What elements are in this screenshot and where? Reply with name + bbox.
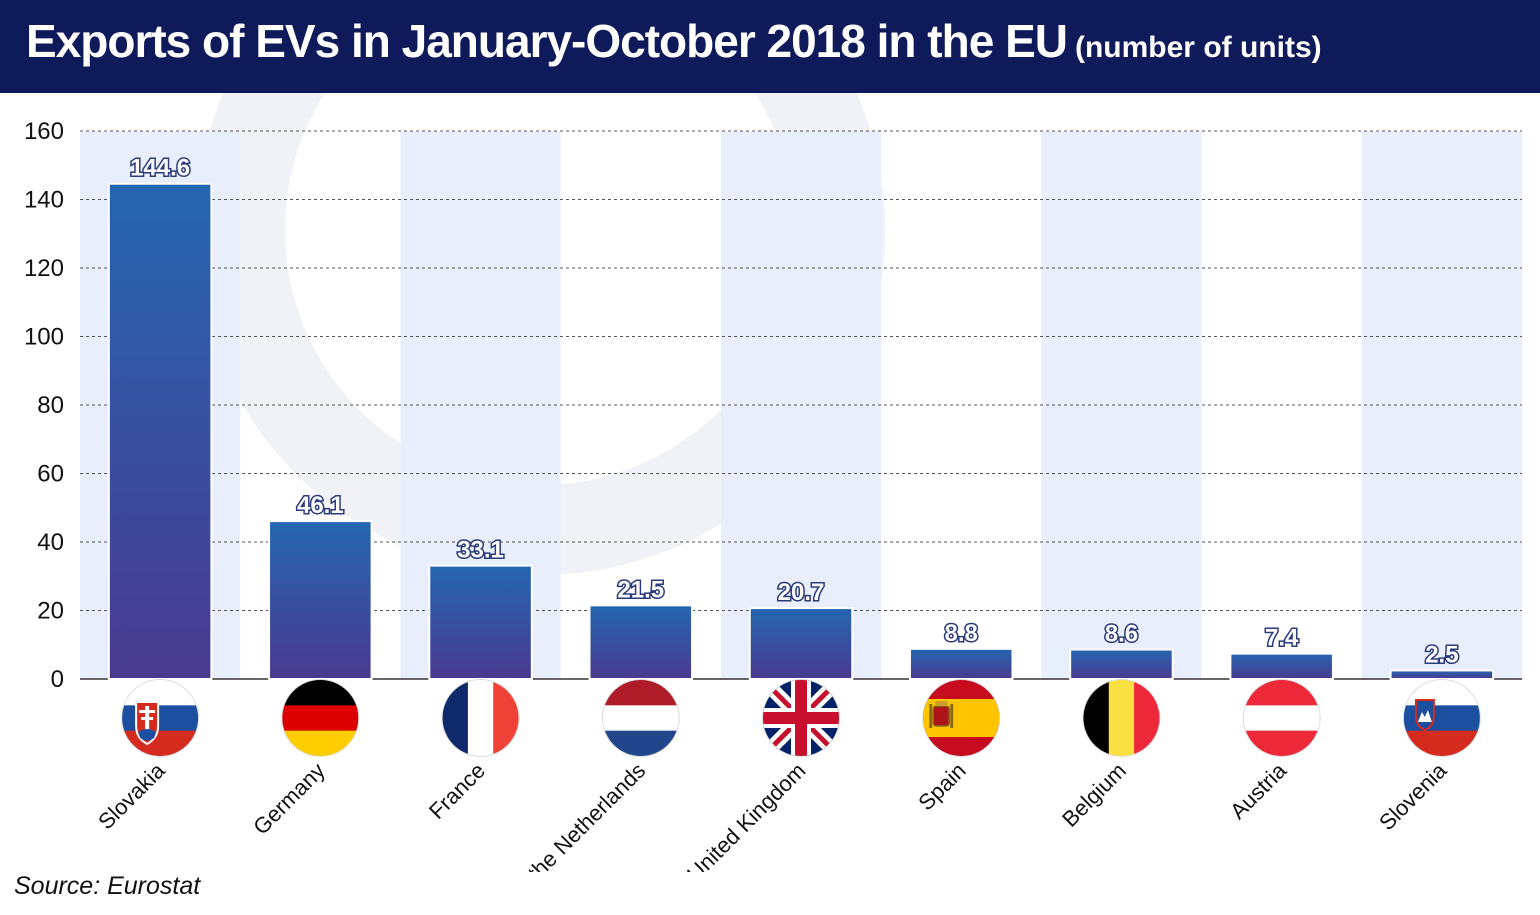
value-label-united-kingdom: 20.7 (778, 579, 825, 606)
y-tick-label-160: 160 (24, 118, 64, 145)
y-tick-label-60: 60 (37, 461, 64, 488)
bar-united-kingdom (748, 607, 854, 680)
value-label-austria: 7.4 (1265, 625, 1299, 652)
y-tick-label-20: 20 (37, 598, 64, 625)
belgium-flag-icon (1082, 679, 1161, 757)
x-label-germany: Germany (248, 758, 330, 840)
bar-france (428, 564, 533, 681)
x-label-belgium: Belgium (1057, 758, 1131, 832)
y-tick-label-120: 120 (24, 255, 64, 282)
x-label-france: France (424, 758, 490, 824)
y-tick-label-140: 140 (24, 187, 64, 214)
slovakia-flag-icon (121, 679, 200, 757)
x-label-united-kingdom: United Kingdom (682, 758, 810, 872)
x-label-austria: Austria (1225, 757, 1292, 824)
bar-austria (1229, 652, 1334, 681)
bar-germany (268, 520, 373, 680)
y-tick-label-80: 80 (37, 392, 64, 419)
chart-subtitle: (number of units) (1074, 31, 1322, 64)
bar-slovakia (107, 182, 213, 680)
value-label-spain: 8.8 (945, 620, 978, 647)
x-label-the-netherlands: the Netherlands (523, 758, 651, 872)
source-note: Source: Eurostat (14, 872, 201, 900)
bar-chart: 144.6 46.1 33.1 21.5 20.7 8.8 8.6 7.4 2.5 0 20 40 6… (24, 93, 1522, 872)
germany-flag-icon (281, 679, 360, 757)
chart-header: Exports of EVs in January-October 2018 i… (0, 0, 1540, 93)
united-kingdom-flag-icon (762, 679, 840, 757)
value-label-slovakia: 144.6 (130, 155, 190, 182)
france-flag-icon (441, 679, 520, 757)
x-label-slovenia: Slovenia (1374, 757, 1452, 835)
y-tick-label-0: 0 (51, 666, 64, 693)
value-label-germany: 46.1 (297, 492, 344, 519)
bar-the-netherlands (588, 604, 694, 680)
x-axis-labels: Slovakia Germany France the Netherlands Unit… (93, 757, 1452, 872)
flags (121, 679, 1481, 757)
value-label-the-netherlands: 21.5 (617, 576, 664, 603)
bar-belgium (1069, 648, 1174, 680)
spain-flag-icon (922, 679, 1001, 757)
chart-title: Exports of EVs in January-October 2018 i… (26, 14, 1322, 68)
x-label-slovakia: Slovakia (93, 757, 170, 834)
netherlands-flag-icon (601, 679, 680, 757)
value-label-belgium: 8.6 (1105, 621, 1138, 648)
value-label-france: 33.1 (457, 537, 504, 564)
value-labels: 144.6 46.1 33.1 21.5 20.7 8.8 8.6 7.4 2.5 (129, 153, 1460, 670)
y-axis-ticks: 0 20 40 60 80 100 120 140 160 (24, 118, 64, 693)
x-label-spain: Spain (913, 758, 970, 815)
slovenia-flag-icon (1402, 679, 1481, 757)
chart-title-text: Exports of EVs in January-October 2018 i… (26, 15, 1068, 67)
bar-spain (908, 647, 1014, 680)
value-label-slovenia: 2.5 (1425, 641, 1458, 668)
bar-slovenia (1389, 669, 1495, 680)
bars (107, 182, 1495, 681)
austria-flag-icon (1242, 679, 1321, 757)
y-tick-label-100: 100 (24, 324, 64, 351)
y-tick-label-40: 40 (37, 529, 64, 556)
